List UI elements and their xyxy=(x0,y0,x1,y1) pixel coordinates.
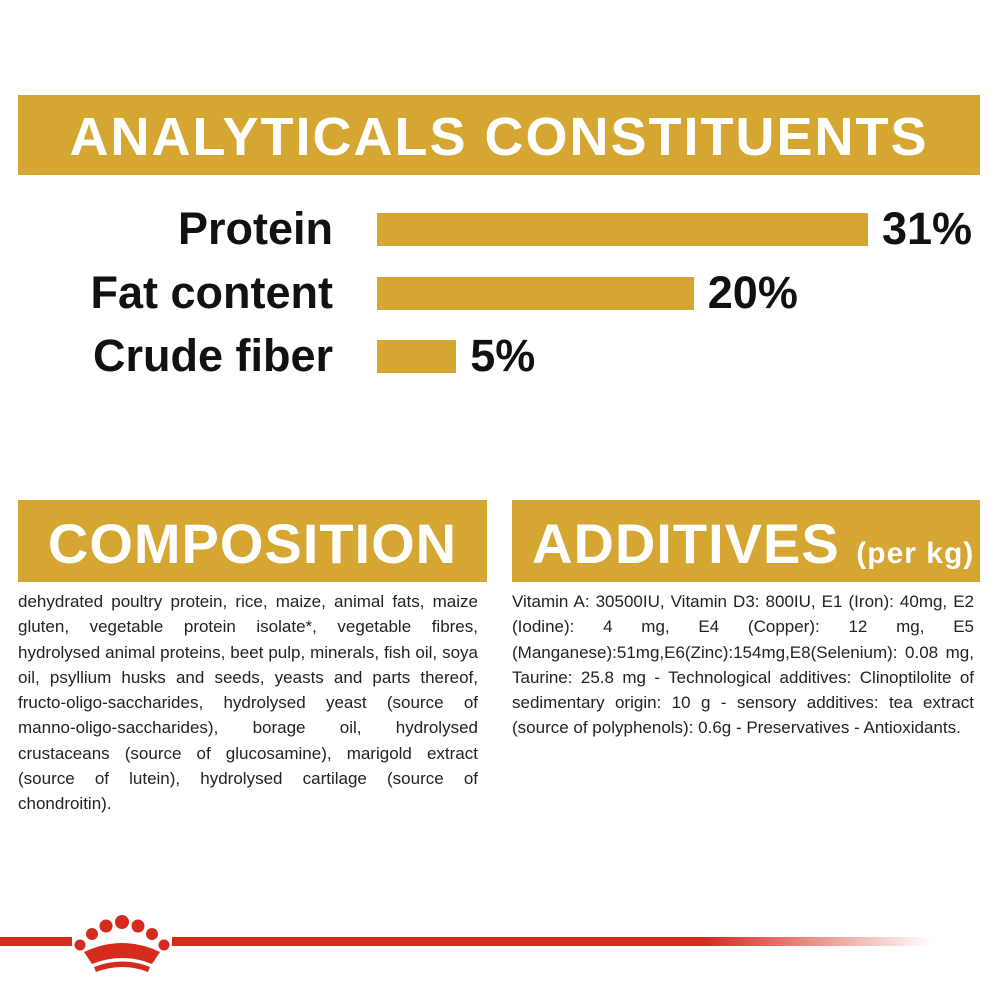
value-label: 20% xyxy=(707,267,798,318)
red-line xyxy=(172,937,932,946)
category-label: Protein xyxy=(177,203,333,254)
category-label: Fat content xyxy=(90,267,334,318)
category-label: Crude fiber xyxy=(92,330,333,381)
logo xyxy=(74,915,170,972)
chart-title: ANALYTICALS CONSTITUENTS xyxy=(18,95,980,175)
additives-header: ADDITIVES (per kg) xyxy=(512,500,980,582)
additives-title: ADDITIVES xyxy=(532,512,840,575)
composition-text: dehydrated poultry protein, rice, maize,… xyxy=(18,592,478,814)
additives-text: Vitamin A: 30500IU, Vitamin D3: 800IU, E… xyxy=(512,592,974,738)
red-line xyxy=(0,937,72,946)
bar xyxy=(377,213,868,246)
bar xyxy=(377,340,457,373)
value-label: 5% xyxy=(470,330,536,381)
additives-subtitle: (per kg) xyxy=(856,537,975,570)
value-label: 31% xyxy=(882,203,973,254)
composition-title: COMPOSITION xyxy=(18,500,487,582)
bar xyxy=(377,277,694,310)
